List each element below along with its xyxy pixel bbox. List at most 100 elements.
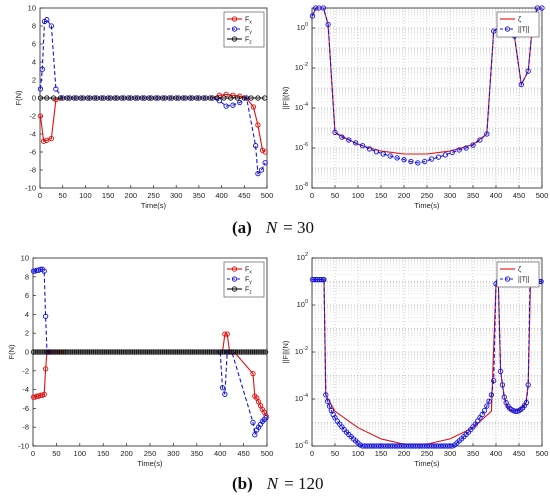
data-point <box>415 160 421 166</box>
x-tick-label: 0 <box>31 449 35 458</box>
data-point <box>156 349 162 355</box>
legend-label-sub: x <box>249 20 252 26</box>
y-tick-label: 4 <box>25 310 29 319</box>
data-point <box>234 95 241 101</box>
data-point <box>43 349 50 355</box>
caption-a-rel: = 30 <box>283 218 315 237</box>
data-point <box>38 349 44 355</box>
data-point <box>236 349 243 355</box>
data-point <box>255 349 261 355</box>
legend-label: Fx <box>245 267 252 276</box>
y-tick-label: 100 <box>297 22 308 32</box>
data-point <box>325 21 331 28</box>
legend-label-sub: z <box>249 290 252 296</box>
data-point <box>222 331 228 337</box>
x-tick-label: 100 <box>352 191 365 200</box>
data-point <box>193 95 200 101</box>
data-point <box>428 156 435 162</box>
data-point <box>442 152 449 158</box>
data-point <box>79 349 85 355</box>
y-tick-label: 8 <box>25 272 29 281</box>
data-point <box>240 349 246 355</box>
data-point <box>353 140 359 146</box>
data-point <box>77 349 83 355</box>
data-point <box>100 349 106 355</box>
data-point <box>42 313 49 319</box>
caption-b-var: N <box>266 474 279 493</box>
data-point <box>145 349 151 355</box>
legend: ζ ||T|| <box>496 11 540 38</box>
data-point <box>208 349 214 355</box>
x-tick-label: 0 <box>310 191 314 200</box>
data-point <box>45 349 52 355</box>
y-tick-label: 10-2 <box>295 62 308 72</box>
data-point <box>258 167 265 173</box>
y-tick-label: -2 <box>22 366 29 375</box>
x-axis-label: Time(s) <box>141 201 167 210</box>
data-point <box>497 368 504 375</box>
data-point <box>189 349 196 355</box>
data-point <box>58 349 65 355</box>
data-point <box>62 349 68 355</box>
data-point <box>32 349 38 355</box>
x-tick-label: 100 <box>79 191 92 200</box>
y-tick-label: 10-6 <box>295 440 308 450</box>
data-point <box>83 349 89 355</box>
data-point <box>525 382 531 388</box>
legend-label: Fy <box>245 277 252 286</box>
x-tick-label: 300 <box>167 449 180 458</box>
data-point <box>116 349 123 355</box>
series-fx <box>30 331 269 419</box>
legend-label: ζ <box>518 267 521 274</box>
data-point <box>90 349 97 355</box>
data-point <box>199 349 205 355</box>
data-point <box>143 349 149 355</box>
x-tick-label: 450 <box>513 191 526 200</box>
data-point <box>216 349 222 355</box>
x-tick-label: 150 <box>375 449 388 458</box>
data-point <box>37 86 44 92</box>
data-point <box>163 349 170 355</box>
series- <box>311 7 542 155</box>
series-t <box>309 276 544 449</box>
y-tick-label: 6 <box>25 291 29 300</box>
series-line <box>33 333 267 417</box>
y-tick-label: -10 <box>18 442 29 451</box>
chart-force-components-n30: 0 50 100 150 200 250 300 350 400 450 500Time(s)-10… <box>14 4 273 211</box>
data-point <box>523 399 530 406</box>
data-point <box>148 349 155 355</box>
series-fz <box>37 95 268 101</box>
data-point <box>210 349 216 355</box>
data-point <box>135 349 141 355</box>
data-point <box>222 391 228 397</box>
legend-swatch-marker <box>231 26 238 32</box>
x-tick-label: 350 <box>193 191 206 200</box>
data-point <box>101 349 108 355</box>
data-point <box>218 349 224 355</box>
data-point <box>50 95 57 101</box>
y-axis-label: F(N) <box>14 90 23 105</box>
data-point <box>223 91 229 98</box>
caption-b-tag: (b) <box>232 474 253 493</box>
data-point <box>232 349 239 355</box>
data-point <box>477 137 483 143</box>
chart-force-norm-n120: 0 50 100 150 200 250 300 350 400 450 500 Time(s) 10-… <box>281 252 548 468</box>
grid <box>311 8 543 189</box>
y-tick-label: 10-6 <box>295 142 308 152</box>
chart-force-components-n120: 0 50 100 150 200 250 300 350 400 450 500Time(s)-10… <box>7 254 273 469</box>
data-point <box>339 134 345 140</box>
legend-label-main: F <box>245 37 249 44</box>
data-point <box>380 151 386 157</box>
legend-box <box>223 11 265 48</box>
x-tick-label: 250 <box>421 191 434 200</box>
data-point <box>57 95 64 101</box>
data-point <box>408 158 414 165</box>
data-point <box>70 349 76 355</box>
data-point <box>387 153 393 159</box>
data-point <box>141 349 147 355</box>
data-point <box>124 349 130 355</box>
data-point <box>41 268 47 274</box>
data-point <box>44 95 50 101</box>
data-point <box>98 349 104 355</box>
data-point <box>187 95 193 101</box>
